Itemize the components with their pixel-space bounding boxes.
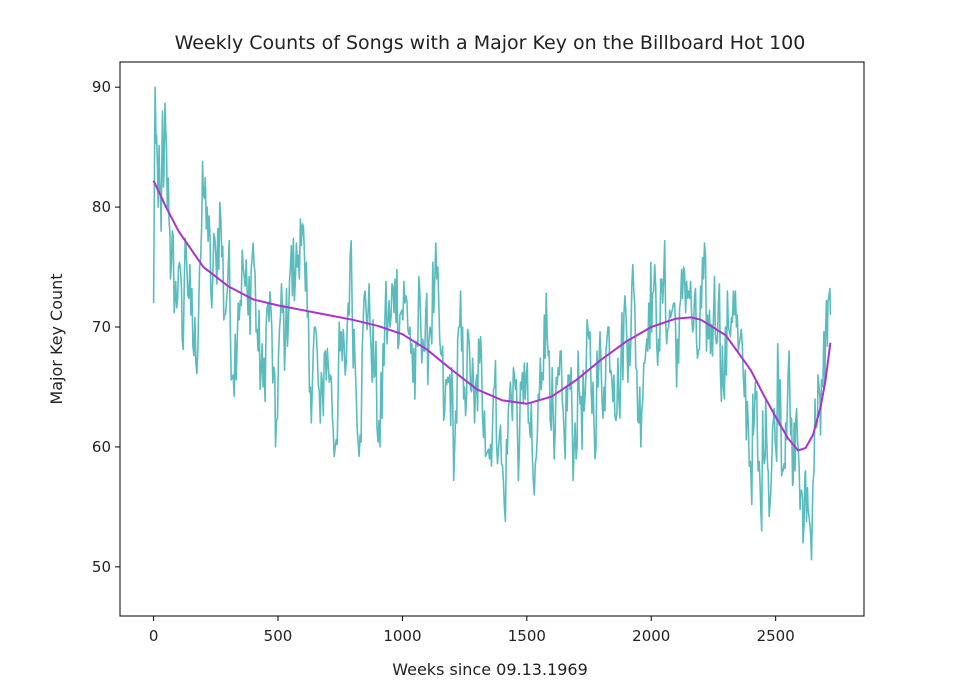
weekly-count-line [152,86,832,561]
y-tick-label-80: 80 [92,198,111,216]
x-axis-label: Weeks since 09.13.1969 [392,660,588,679]
x-tick-label-1000: 1000 [383,627,421,645]
y-tick-label-70: 70 [92,318,111,336]
x-tick-label-500: 500 [264,627,293,645]
x-tick-label-1500: 1500 [508,627,546,645]
y-tick-label-90: 90 [92,78,111,96]
x-tick-label-2000: 2000 [632,627,670,645]
y-axis-label: Major Key Count [47,273,66,404]
x-axis: 0 500 1000 1500 2000 2500 [149,616,795,645]
y-axis: 50 60 70 80 90 [92,78,120,576]
series-layer [152,86,832,561]
plot-frame [119,61,865,617]
smoothed-trend-line [152,180,832,452]
y-tick-label-60: 60 [92,438,111,456]
plot-area [119,61,865,617]
x-tick-label-2500: 2500 [757,627,795,645]
chart-title: Weekly Counts of Songs with a Major Key … [175,32,806,54]
y-tick-label-50: 50 [92,558,111,576]
x-tick-label-0: 0 [149,627,159,645]
